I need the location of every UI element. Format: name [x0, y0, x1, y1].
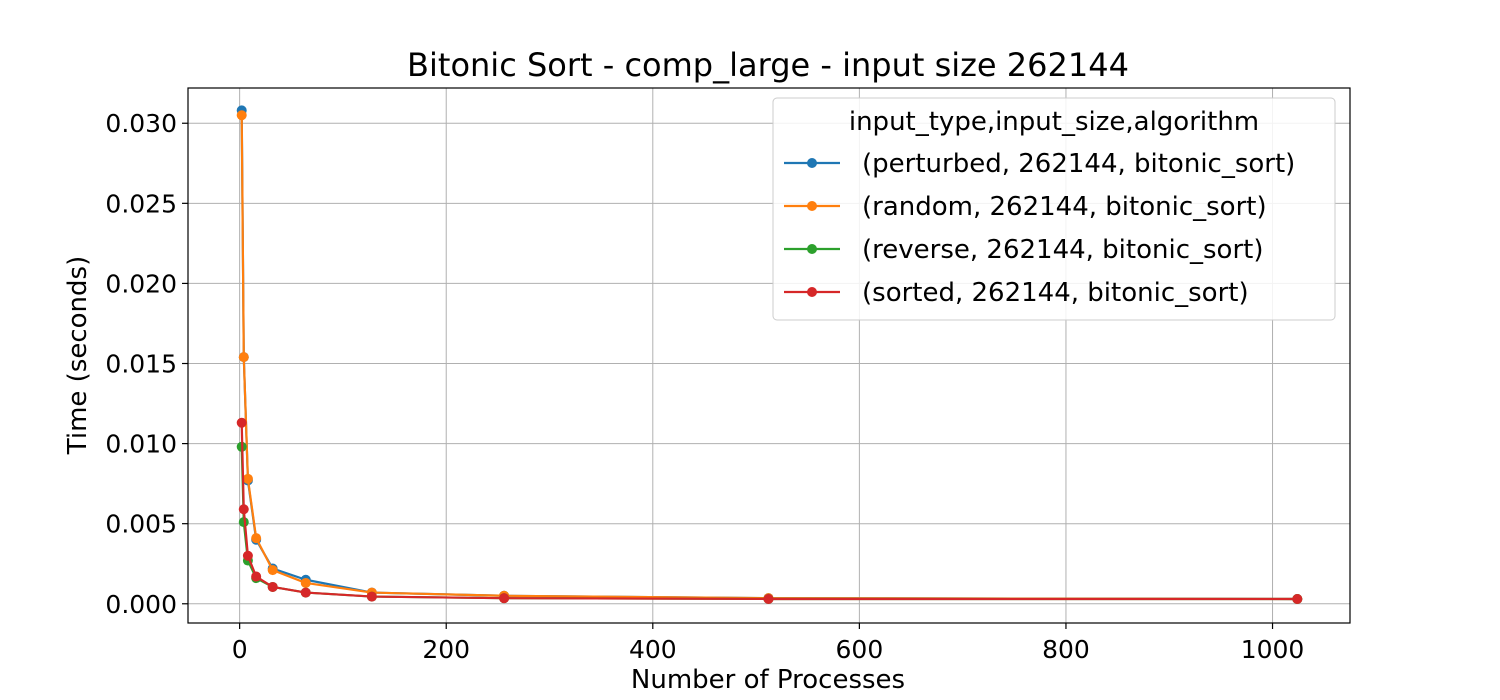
legend-entry: (sorted, 262144, bitonic_sort): [784, 278, 1249, 308]
legend-entry: (perturbed, 262144, bitonic_sort): [784, 149, 1295, 179]
legend-label: (perturbed, 262144, bitonic_sort): [862, 149, 1295, 179]
data-point: [499, 593, 510, 604]
x-tick-label: 200: [422, 635, 470, 664]
legend-swatch-marker: [807, 244, 817, 254]
legend-entries: (perturbed, 262144, bitonic_sort) (random…: [784, 149, 1295, 308]
data-point: [236, 417, 247, 428]
y-tick-label: 0.030: [105, 109, 177, 138]
x-tick-label: 400: [629, 635, 677, 664]
data-point: [238, 517, 249, 528]
x-tick-label: 0: [232, 635, 248, 664]
data-point: [300, 577, 311, 588]
legend-title: input_type,input_size,algorithm: [849, 107, 1259, 137]
data-point: [366, 591, 377, 602]
data-point: [1292, 593, 1303, 604]
chart-title: Bitonic Sort - comp_large - input size 2…: [407, 46, 1129, 84]
y-tick-label: 0.010: [105, 430, 177, 459]
legend-entry: (random, 262144, bitonic_sort): [784, 192, 1267, 222]
series-line: [240, 115, 1298, 601]
series-line: [240, 446, 1298, 601]
legend-swatch-marker: [807, 158, 817, 168]
y-axis-label: Time (seconds): [63, 256, 93, 455]
y-tick-label: 0.000: [105, 590, 177, 619]
data-point: [251, 571, 262, 582]
legend: input_type,input_size,algorithm (perturb…: [772, 97, 1336, 321]
legend-label: (sorted, 262144, bitonic_sort): [862, 278, 1249, 308]
plot-frame: [187, 87, 1351, 624]
data-point: [236, 110, 247, 121]
y-tick-label: 0.025: [105, 189, 177, 218]
legend-entry: (reverse, 262144, bitonic_sort): [784, 235, 1264, 265]
y-axis-ticks: 0.000 0.005 0.010 0.015 0.020 0.025 0.030: [105, 109, 188, 619]
series-3: [236, 417, 1303, 604]
series-layer: [236, 105, 1303, 604]
data-point: [300, 587, 311, 598]
legend-label: (random, 262144, bitonic_sort): [862, 192, 1267, 222]
data-point: [242, 550, 253, 561]
legend-swatch-marker: [807, 201, 817, 211]
y-tick-label: 0.005: [105, 510, 177, 539]
data-point: [238, 352, 249, 363]
x-tick-label: 800: [1042, 635, 1090, 664]
x-axis-label: Number of Processes: [631, 665, 905, 695]
series-line: [240, 422, 1298, 601]
x-tick-label: 1000: [1241, 635, 1305, 664]
y-tick-label: 0.015: [105, 350, 177, 379]
legend-box: [772, 97, 1336, 321]
data-point: [763, 593, 774, 604]
legend-label: (reverse, 262144, bitonic_sort): [862, 235, 1264, 265]
data-point: [267, 581, 278, 592]
legend-swatch-marker: [807, 287, 817, 297]
series-2: [236, 441, 1303, 604]
data-point: [267, 565, 278, 576]
data-point: [242, 473, 253, 484]
x-axis-ticks: 0 200 400 600 800 1000: [232, 623, 1305, 664]
x-tick-label: 600: [836, 635, 884, 664]
data-point: [251, 533, 262, 544]
data-point: [238, 504, 249, 515]
y-tick-label: 0.020: [105, 269, 177, 298]
